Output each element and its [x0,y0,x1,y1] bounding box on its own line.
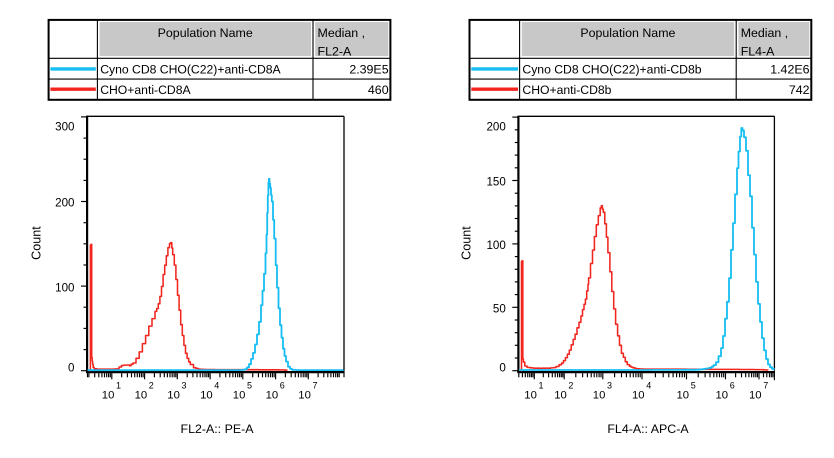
svg-text:10: 10 [524,389,537,401]
svg-text:200: 200 [486,121,505,134]
svg-text:FL2-A: FL2-A [318,44,352,58]
svg-text:10: 10 [716,389,729,401]
svg-text:CHO+anti-CD8A: CHO+anti-CD8A [100,83,191,97]
svg-text:0: 0 [499,361,505,374]
svg-text:0: 0 [68,361,74,374]
svg-text:10: 10 [298,389,311,401]
svg-text:150: 150 [486,176,505,189]
svg-text:2.39E5: 2.39E5 [349,63,388,77]
svg-text:50: 50 [493,303,506,316]
svg-text:Cyno CD8 CHO(C22)+anti-CD8b: Cyno CD8 CHO(C22)+anti-CD8b [522,63,701,77]
svg-text:742: 742 [789,83,810,97]
svg-text:Median ,: Median , [741,26,789,40]
svg-text:100: 100 [55,281,74,294]
svg-text:FL4-A: FL4-A [741,44,775,58]
svg-text:CHO+anti-CD8b: CHO+anti-CD8b [522,83,611,97]
svg-text:300: 300 [55,121,74,134]
svg-text:460: 460 [368,83,389,97]
svg-text:3: 3 [181,380,186,390]
svg-text:Median ,: Median , [318,26,366,40]
svg-text:3: 3 [607,380,612,390]
svg-text:FL2-A:: PE-A: FL2-A:: PE-A [181,422,255,436]
svg-text:10: 10 [135,389,148,401]
svg-text:10: 10 [554,389,567,401]
svg-text:Population Name: Population Name [580,26,675,40]
svg-text:10: 10 [632,389,645,401]
svg-text:7: 7 [763,380,768,390]
svg-text:5: 5 [247,380,252,390]
svg-text:10: 10 [593,389,606,401]
svg-text:10: 10 [749,389,762,401]
svg-text:1.42E6: 1.42E6 [770,63,809,77]
svg-text:Count: Count [459,226,473,260]
svg-text:1: 1 [116,380,121,390]
svg-text:4: 4 [646,380,651,390]
svg-text:10: 10 [233,389,246,401]
svg-text:Cyno CD8 CHO(C22)+anti-CD8A: Cyno CD8 CHO(C22)+anti-CD8A [100,63,281,77]
svg-text:FL4-A:: APC-A: FL4-A:: APC-A [607,422,689,436]
svg-text:Population Name: Population Name [158,26,253,40]
svg-text:10: 10 [266,389,279,401]
svg-text:10: 10 [102,389,115,401]
svg-text:10: 10 [167,389,180,401]
svg-text:7: 7 [312,380,317,390]
svg-text:2: 2 [568,380,573,390]
svg-text:200: 200 [55,197,74,210]
svg-text:5: 5 [691,380,696,390]
svg-text:2: 2 [149,380,154,390]
svg-text:10: 10 [677,389,690,401]
svg-text:100: 100 [486,239,505,252]
svg-text:1: 1 [538,380,543,390]
svg-text:Count: Count [30,226,44,260]
svg-text:10: 10 [200,389,213,401]
svg-text:6: 6 [730,380,735,390]
svg-text:4: 4 [214,380,219,390]
svg-text:6: 6 [280,380,285,390]
